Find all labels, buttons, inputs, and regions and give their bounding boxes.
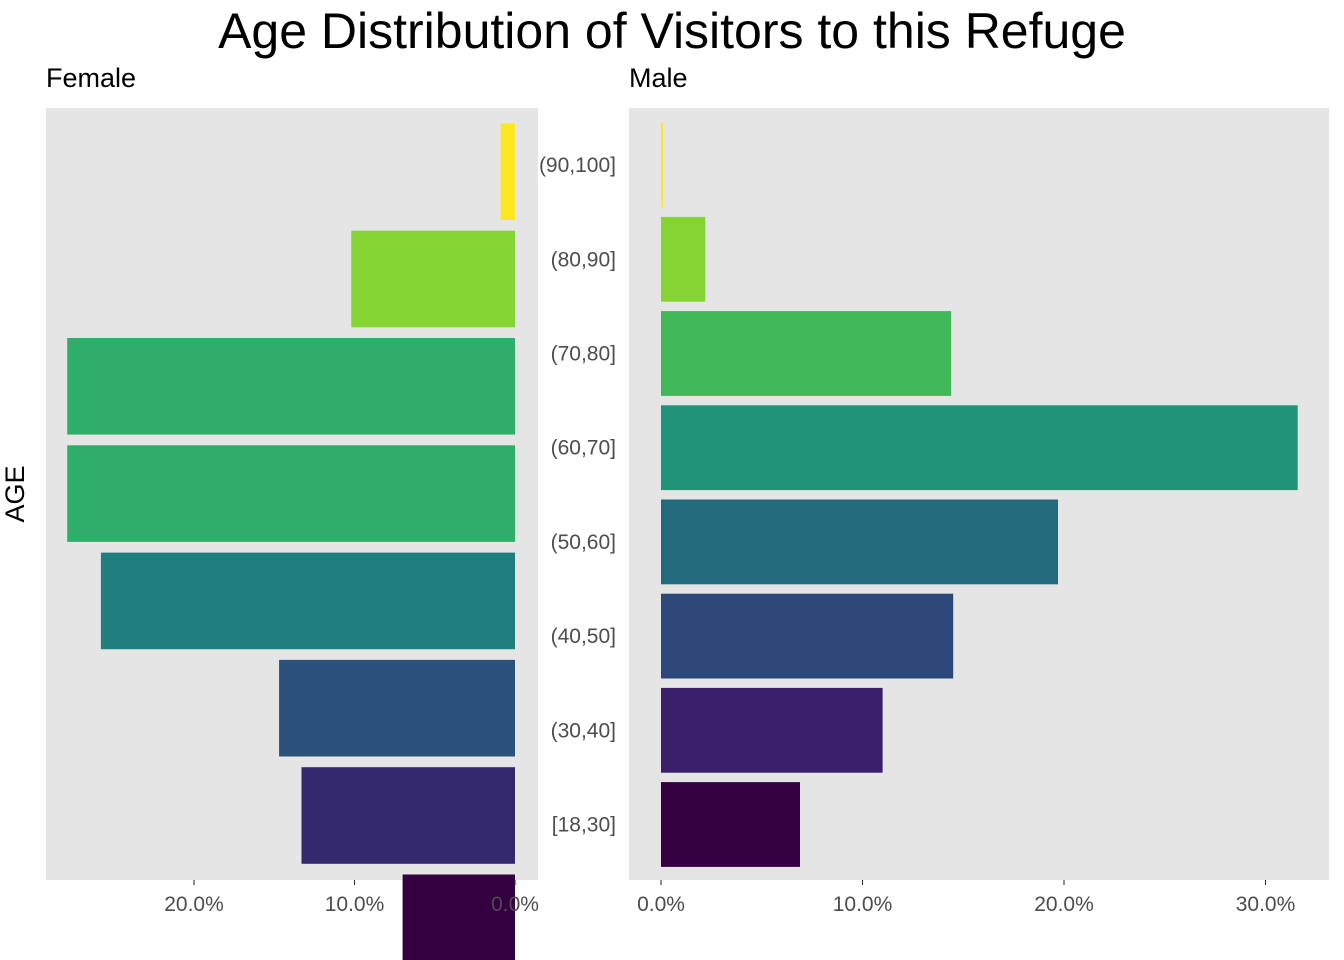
male-bar-(60,70]: [661, 405, 1298, 491]
category-labels: [18,30] (30,40] (40,50] (50,60] (60,70] (70,8…: [539, 154, 616, 836]
male-x-tick-label: 30.0%: [1236, 893, 1296, 916]
category-label: (70,80]: [551, 343, 616, 366]
category-label: (90,100]: [539, 154, 616, 177]
female-bar-(90,100]: [500, 123, 515, 220]
chart-title: Age Distribution of Visitors to this Ref…: [218, 3, 1126, 59]
female-bar-(30,40]: [301, 767, 515, 864]
y-axis-title: AGE: [0, 465, 30, 522]
female-bars: [67, 123, 516, 960]
category-label: (30,40]: [551, 719, 616, 742]
female-bar-[18,30]: [402, 874, 515, 960]
female-bar-(80,90]: [351, 230, 515, 328]
male-x-tick-label: 10.0%: [833, 893, 893, 916]
category-label: (40,50]: [551, 625, 616, 648]
category-label: (80,90]: [551, 248, 616, 271]
male-bar-(80,90]: [661, 216, 706, 302]
female-x-tick-label: 0.0%: [491, 893, 539, 916]
male-bar-[18,30]: [661, 782, 800, 867]
female-bar-(40,50]: [279, 659, 515, 757]
male-bar-(90,100]: [661, 122, 663, 208]
male-x-axis: 0.0% 10.0% 20.0% 30.0%: [637, 880, 1295, 916]
male-x-tick-label: 20.0%: [1034, 893, 1094, 916]
male-bar-(40,50]: [661, 593, 954, 679]
male-x-tick-label: 0.0%: [637, 893, 685, 916]
category-label: (50,60]: [551, 531, 616, 554]
female-bar-(70,80]: [67, 338, 515, 435]
category-label: (60,70]: [551, 437, 616, 460]
female-bar-(50,60]: [100, 552, 516, 650]
female-bar-(60,70]: [67, 445, 515, 542]
male-bar-(70,80]: [661, 311, 952, 396]
female-x-tick-label: 10.0%: [325, 893, 385, 916]
female-x-tick-label: 20.0%: [164, 893, 224, 916]
female-x-axis: 20.0% 10.0% 0.0%: [164, 880, 539, 916]
facet-label-female: Female: [46, 63, 136, 93]
male-bars: [661, 122, 1298, 867]
male-bar-(50,60]: [661, 499, 1058, 585]
category-label: [18,30]: [552, 814, 616, 837]
male-bar-(30,40]: [661, 687, 883, 773]
facet-label-male: Male: [629, 63, 688, 93]
